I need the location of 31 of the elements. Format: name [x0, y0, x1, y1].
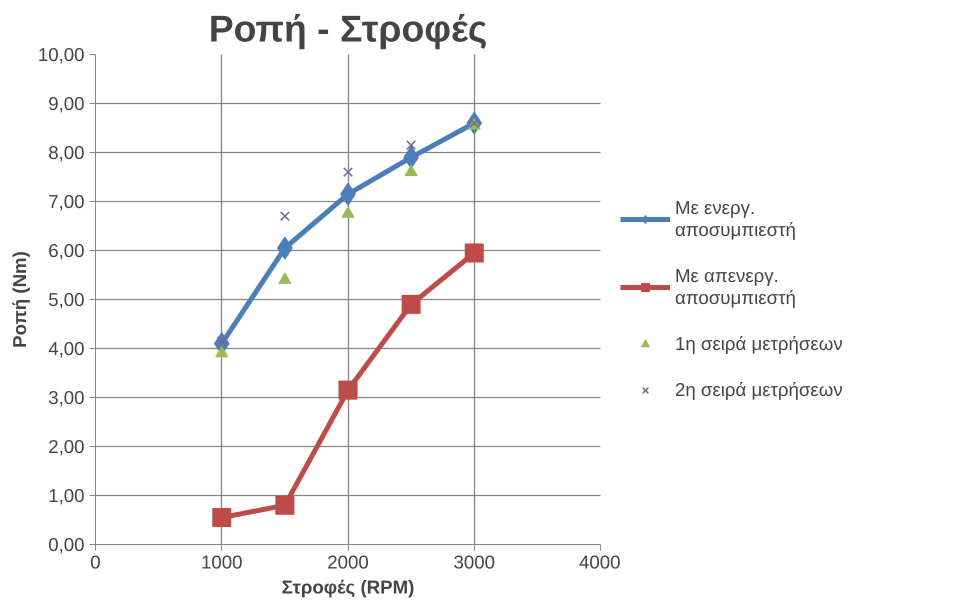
point	[338, 380, 358, 400]
y-tick-label: 9,00	[48, 93, 84, 114]
chart-title: Ροπή - Στροφές	[208, 8, 488, 50]
x-tick-label: 2000	[327, 552, 369, 572]
y-tick-label: 0,00	[48, 534, 84, 555]
x-tick-label: 4000	[578, 552, 621, 572]
point	[406, 140, 416, 150]
legend-label: 2η σειρά μετρήσεων	[675, 379, 843, 401]
y-tick-label: 8,00	[48, 142, 84, 163]
y-tick-label: 6,00	[48, 240, 84, 261]
point	[212, 508, 232, 528]
point	[280, 211, 290, 222]
y-axis-title: Ροπή (Nm)	[8, 251, 30, 348]
point	[275, 496, 294, 515]
y-tick-label: 5,00	[48, 289, 84, 310]
point	[343, 167, 353, 178]
legend-label: Με απενεργ. αποσυμπιεστή	[675, 265, 796, 309]
legend-label: 1η σειρά μετρήσεων	[675, 333, 843, 355]
y-tick-label: 4,00	[48, 338, 84, 359]
x-tick-label: 3000	[454, 552, 496, 572]
y-tick-label: 10,00	[38, 44, 84, 65]
y-tick-label: 3,00	[48, 387, 84, 408]
y-tick-label: 7,00	[48, 191, 84, 212]
legend-label: Με ενεργ. αποσυμπιεστή	[675, 197, 796, 241]
x-axis-title: Στροφές (RPM)	[282, 576, 414, 598]
y-tick-label: 2,00	[48, 436, 84, 457]
point	[402, 294, 421, 314]
y-tick-label: 1,00	[48, 485, 84, 506]
x-tick-label: 0	[90, 552, 101, 572]
point	[464, 243, 484, 262]
x-tick-label: 1000	[201, 552, 243, 572]
